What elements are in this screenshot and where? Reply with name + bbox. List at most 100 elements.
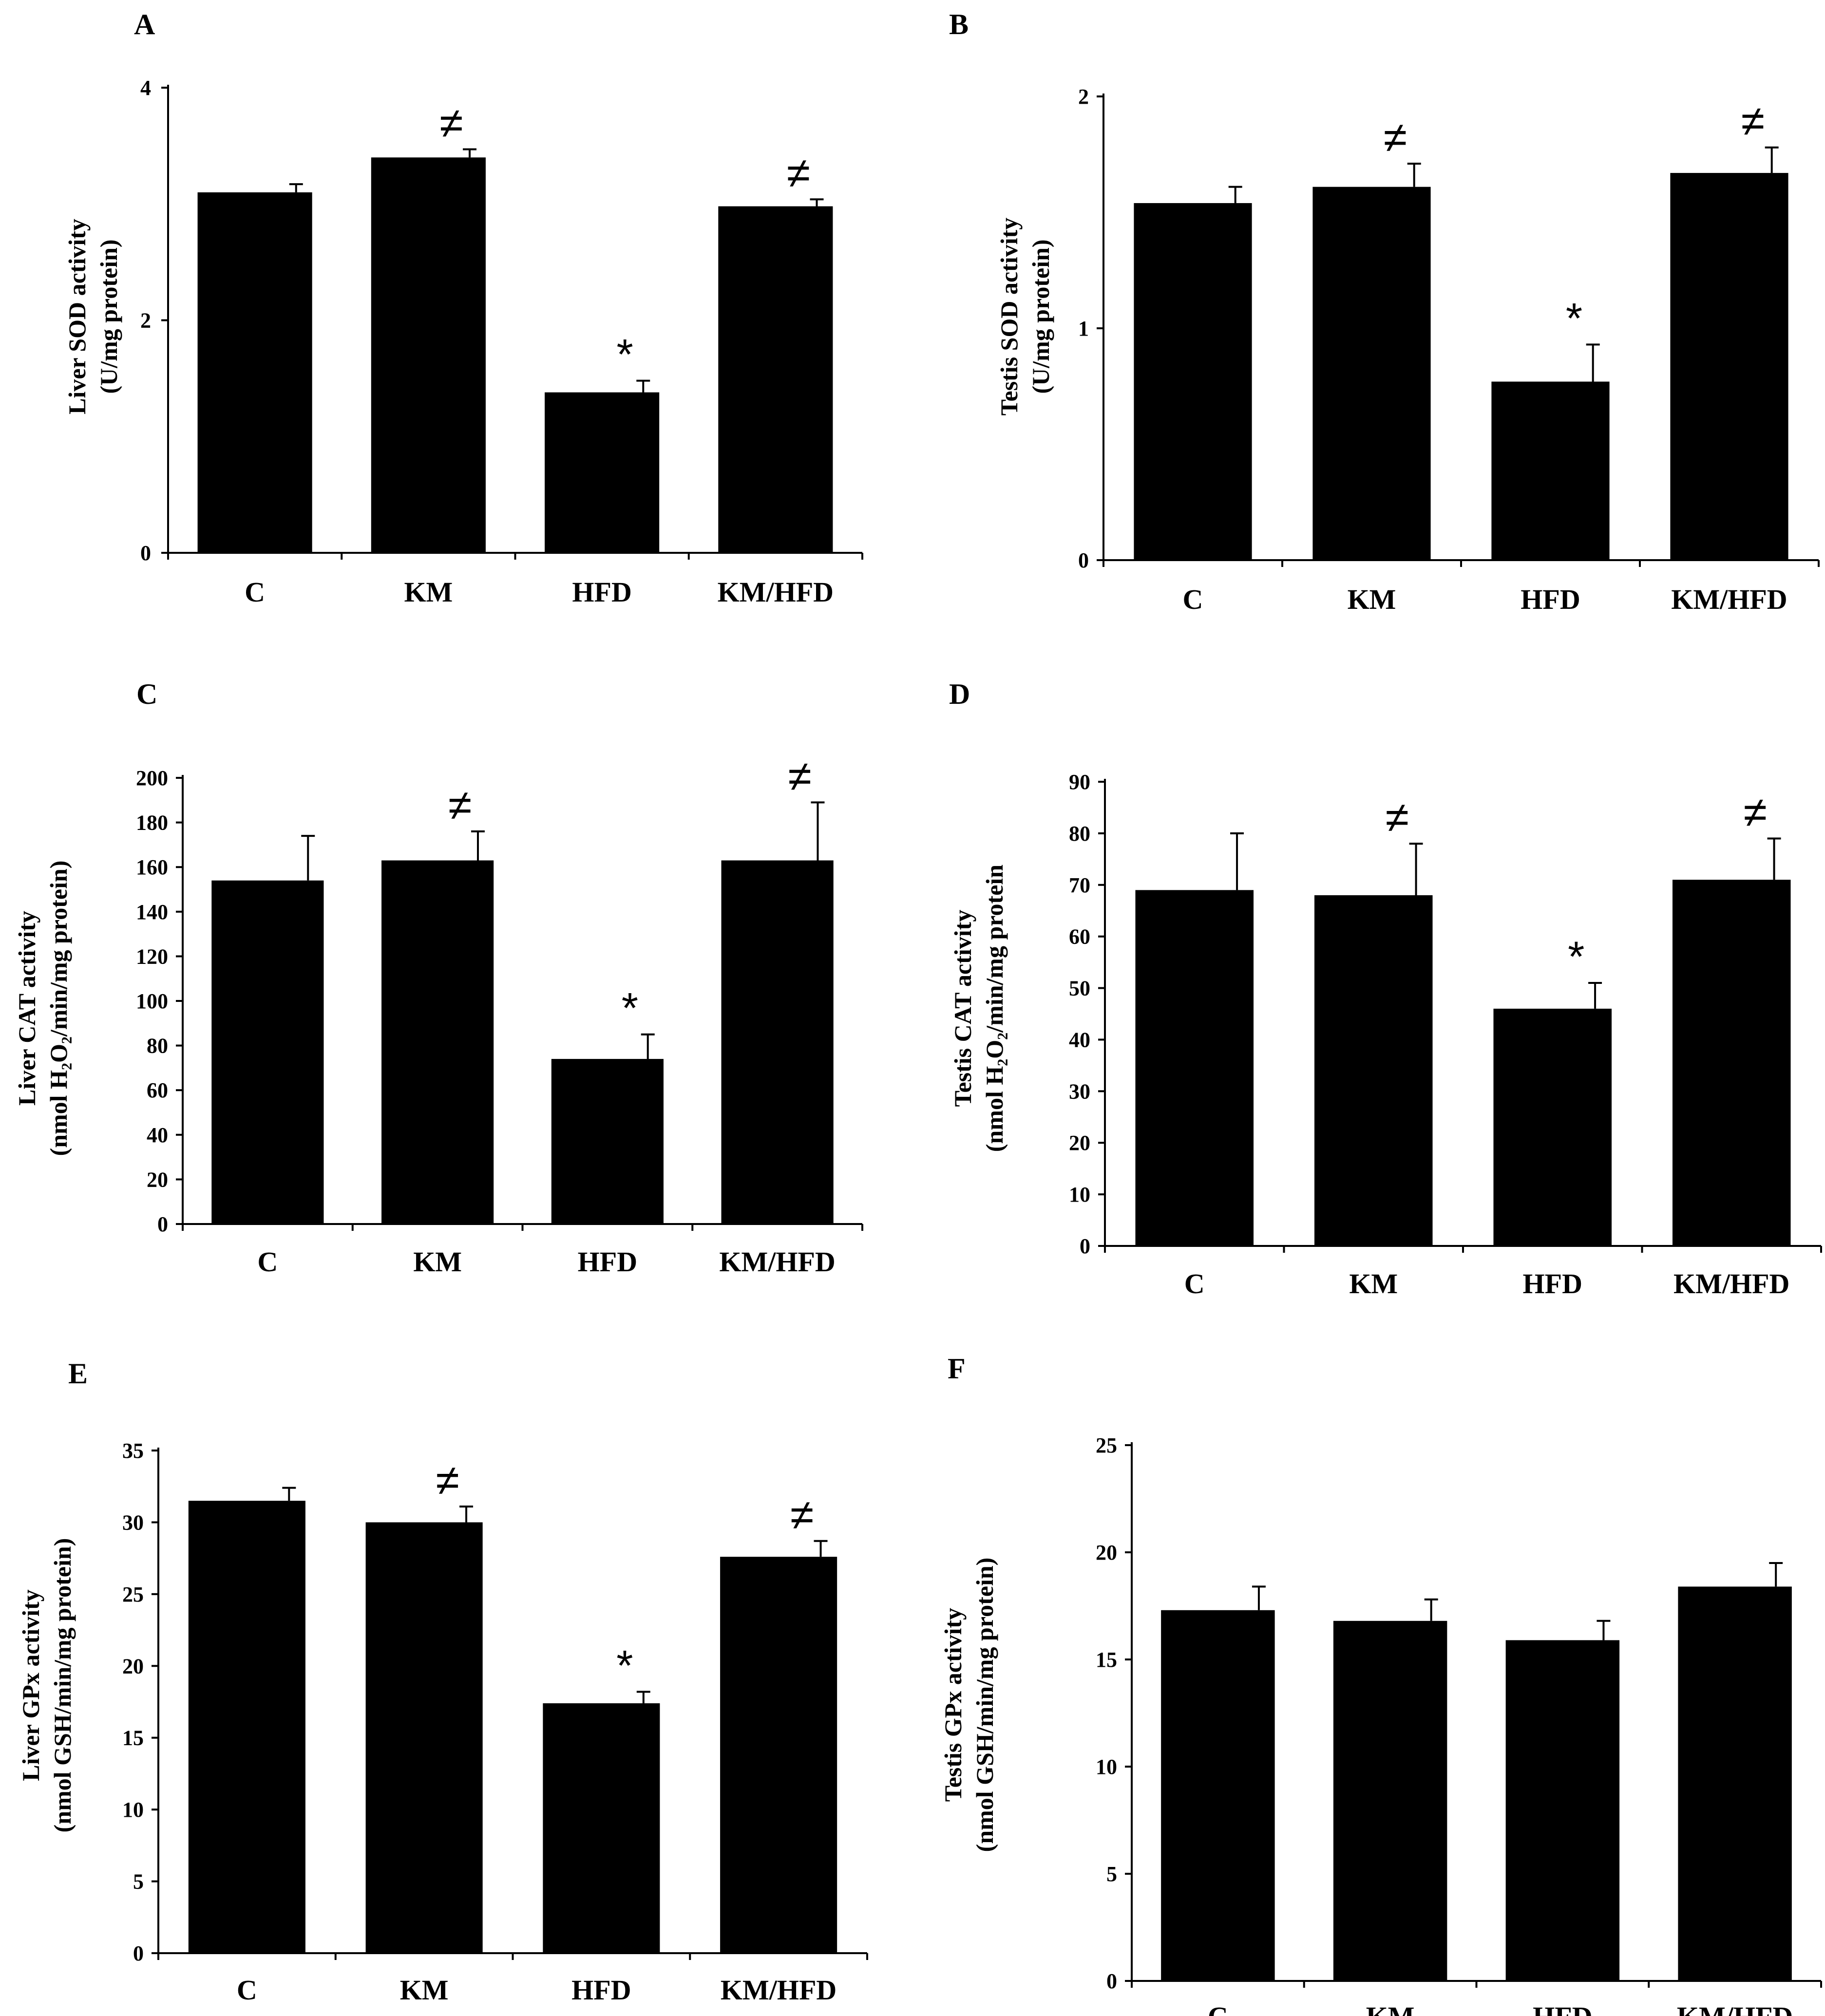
y-axis-label-line1: Testis GPx activity <box>939 1608 967 1802</box>
y-tick-label: 0 <box>133 1941 144 1965</box>
significance-not-equal: ≠ <box>436 1456 459 1504</box>
bar <box>1670 173 1788 561</box>
bar <box>720 1557 837 1953</box>
x-category-label: C <box>257 1246 278 1278</box>
y-tick-label: 60 <box>1069 925 1090 949</box>
y-tick-label: 60 <box>147 1078 168 1102</box>
bar <box>211 880 324 1224</box>
x-category-label: HFD <box>578 1246 637 1278</box>
x-category-label: KM <box>1366 2001 1415 2016</box>
y-tick-label: 160 <box>136 855 168 879</box>
x-category-label: HFD <box>572 576 631 608</box>
x-category-label: KM/HFD <box>1677 2001 1793 2016</box>
plot-area: 0 5 10 15 20 25 30 35 C ≠ KM * HFD ≠ KM/HFD <box>122 1439 868 2006</box>
y-axis-label-line1: Testis SOD activity <box>995 218 1023 416</box>
x-category-label: C <box>245 576 265 608</box>
chart-panel-f: F Testis GPx activity (nmol GSH/min/mg p… <box>939 1353 1822 2016</box>
bar <box>1134 203 1252 561</box>
significance-not-equal: ≠ <box>1386 793 1409 841</box>
plot-area: 0 20 40 60 80 100 120 140 160 180 200 C ≠ KM * HFD ≠ KM/H… <box>136 752 863 1278</box>
panel-letter: B <box>949 8 969 40</box>
y-axis-label-line2: (nmol GSH/min/mg protein) <box>971 1558 998 1852</box>
y-tick-label: 80 <box>147 1034 168 1058</box>
y-axis-label-line2: (nmol H₂O₂/min/mg protein <box>981 865 1008 1152</box>
y-tick-label: 50 <box>1069 977 1090 1000</box>
bar <box>197 192 312 553</box>
y-tick-label: 1 <box>1078 317 1089 340</box>
y-tick-label: 5 <box>133 1870 144 1894</box>
x-category-label: KM/HFD <box>721 1974 836 2006</box>
y-tick-label: 4 <box>140 76 151 100</box>
bar <box>1314 895 1433 1246</box>
bar <box>551 1059 664 1224</box>
bar <box>721 860 834 1224</box>
y-tick-label: 15 <box>122 1726 144 1750</box>
y-tick-label: 40 <box>1069 1028 1090 1052</box>
significance-not-equal: ≠ <box>448 781 472 829</box>
y-axis-label-line1: Liver SOD activity <box>63 219 91 415</box>
x-category-label: KM <box>400 1974 449 2006</box>
y-tick-label: 120 <box>136 944 168 968</box>
significance-not-equal: ≠ <box>790 1490 814 1539</box>
y-tick-label: 20 <box>147 1168 168 1191</box>
significance-not-equal: ≠ <box>439 99 463 147</box>
y-tick-label: 180 <box>136 811 168 835</box>
y-tick-label: 70 <box>1069 873 1090 897</box>
plot-area: 0 5 10 15 20 25 C KM HFD KM/HFD <box>1096 1433 1822 2016</box>
significance-asterisk: * <box>616 1641 633 1689</box>
chart-panel-a: A Liver SOD activity (U/mg protein) 0 2 4 C… <box>63 8 863 608</box>
y-tick-label: 0 <box>1106 1969 1117 1993</box>
significance-asterisk: * <box>1568 932 1584 980</box>
x-category-label: C <box>237 1974 257 2006</box>
x-category-label: KM <box>1349 1268 1398 1300</box>
y-tick-label: 200 <box>136 766 168 790</box>
y-tick-label: 2 <box>1078 85 1089 109</box>
y-tick-label: 100 <box>136 989 168 1013</box>
y-tick-label: 40 <box>147 1123 168 1147</box>
bar <box>381 860 494 1224</box>
x-category-label: KM <box>404 576 453 608</box>
y-tick-label: 0 <box>140 541 151 565</box>
y-axis-label-line2: (U/mg protein) <box>1027 239 1054 394</box>
y-tick-label: 10 <box>1069 1183 1090 1206</box>
y-tick-label: 5 <box>1106 1862 1117 1886</box>
panel-letter: D <box>949 678 970 710</box>
y-tick-label: 140 <box>136 900 168 924</box>
significance-asterisk: * <box>1566 294 1582 342</box>
x-category-label: C <box>1183 584 1203 615</box>
y-tick-label: 25 <box>1096 1433 1117 1457</box>
y-axis-label-line2: (nmol GSH/min/mg protein) <box>49 1538 76 1833</box>
y-tick-label: 20 <box>1069 1131 1090 1155</box>
y-axis-label-line1: Testis CAT activity <box>949 910 976 1107</box>
y-tick-label: 10 <box>1096 1755 1117 1779</box>
y-tick-label: 30 <box>122 1510 144 1534</box>
x-category-label: HFD <box>571 1974 631 2006</box>
y-tick-label: 20 <box>122 1654 144 1678</box>
panel-letter: C <box>136 678 157 710</box>
significance-not-equal: ≠ <box>787 149 810 197</box>
y-tick-label: 80 <box>1069 822 1090 846</box>
chart-panel-b: B Testis SOD activity (U/mg protein) 0 1 2… <box>949 8 1820 615</box>
y-axis-label-line1: Liver GPx activity <box>17 1589 44 1781</box>
plot-area: 0 2 4 C ≠ KM * HFD ≠ KM/HFD <box>140 76 863 608</box>
x-category-label: C <box>1208 2001 1228 2016</box>
panel-letter: A <box>134 8 155 40</box>
bar <box>371 157 486 553</box>
bar <box>1505 1640 1620 1981</box>
y-tick-label: 0 <box>1080 1234 1090 1258</box>
bar <box>1678 1586 1792 1981</box>
y-axis-label-line1: Liver CAT activity <box>13 911 40 1106</box>
x-category-label: KM/HFD <box>1673 1268 1789 1300</box>
x-category-label: KM/HFD <box>718 576 834 608</box>
y-tick-label: 0 <box>1078 548 1089 572</box>
significance-asterisk: * <box>617 330 633 378</box>
x-category-label: HFD <box>1521 584 1580 615</box>
significance-not-equal: ≠ <box>1741 97 1765 145</box>
panel-letter: F <box>948 1353 966 1385</box>
x-category-label: KM/HFD <box>1671 584 1787 615</box>
bar <box>718 206 833 553</box>
y-axis-label-line2: (U/mg protein) <box>95 239 122 394</box>
panel-letter: E <box>68 1357 88 1390</box>
y-tick-label: 90 <box>1069 770 1090 794</box>
significance-asterisk: * <box>622 984 638 1032</box>
